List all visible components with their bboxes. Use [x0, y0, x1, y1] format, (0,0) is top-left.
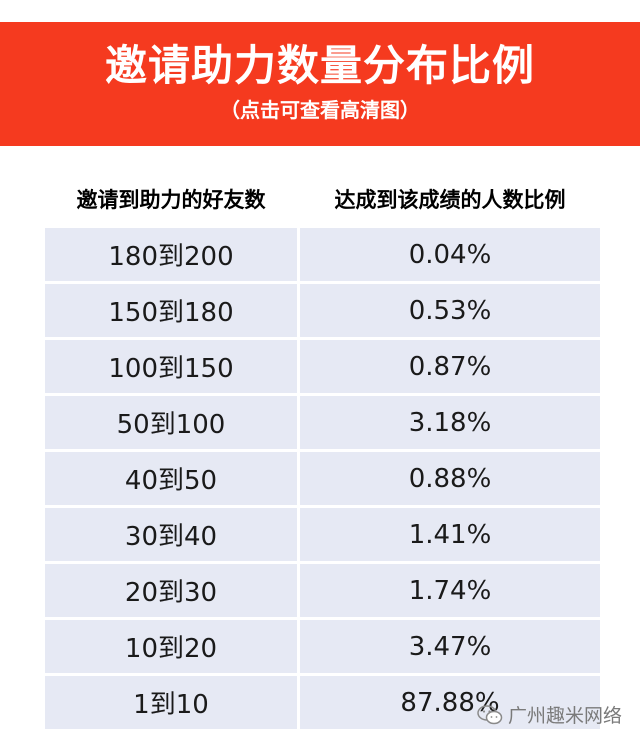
- ratio-cell: 87.88%: [300, 676, 600, 729]
- table-row: 40到50 0.88%: [45, 452, 600, 505]
- friends-range-cell: 20到30: [45, 564, 297, 617]
- table-row: 20到30 1.74%: [45, 564, 600, 617]
- table-row: 1到10 87.88%: [45, 676, 600, 729]
- friends-range-cell: 10到20: [45, 620, 297, 673]
- friends-range-cell: 100到150: [45, 340, 297, 393]
- table-row: 100到150 0.87%: [45, 340, 600, 393]
- friends-range-cell: 150到180: [45, 284, 297, 337]
- ratio-cell: 1.41%: [300, 508, 600, 561]
- table-row: 150到180 0.53%: [45, 284, 600, 337]
- page-subtitle: （点击可查看高清图）: [220, 98, 420, 122]
- ratio-cell: 3.47%: [300, 620, 600, 673]
- header-friends-count: 邀请到助力的好友数: [45, 173, 297, 225]
- title-banner: 邀请助力数量分布比例 （点击可查看高清图）: [0, 22, 640, 146]
- distribution-table: 邀请到助力的好友数 达成到该成绩的人数比例 180到200 0.04% 150到…: [42, 170, 603, 732]
- page-title: 邀请助力数量分布比例: [104, 41, 535, 90]
- table-row: 50到100 3.18%: [45, 396, 600, 449]
- header-user-ratio: 达成到该成绩的人数比例: [300, 173, 600, 225]
- wechat-icon: [477, 704, 503, 724]
- ratio-cell: 0.88%: [300, 452, 600, 505]
- table-row: 180到200 0.04%: [45, 228, 600, 281]
- ratio-cell: 1.74%: [300, 564, 600, 617]
- table-row: 30到40 1.41%: [45, 508, 600, 561]
- ratio-cell: 0.53%: [300, 284, 600, 337]
- ratio-cell: 3.18%: [300, 396, 600, 449]
- friends-range-cell: 40到50: [45, 452, 297, 505]
- friends-range-cell: 180到200: [45, 228, 297, 281]
- friends-range-cell: 50到100: [45, 396, 297, 449]
- ratio-cell: 0.87%: [300, 340, 600, 393]
- watermark: 广州趣米网络: [477, 701, 622, 728]
- table-row: 10到20 3.47%: [45, 620, 600, 673]
- table-header-row: 邀请到助力的好友数 达成到该成绩的人数比例: [45, 173, 600, 225]
- watermark-text: 广州趣米网络: [507, 705, 622, 727]
- friends-range-cell: 1到10: [45, 676, 297, 729]
- ratio-cell: 0.04%: [300, 228, 600, 281]
- friends-range-cell: 30到40: [45, 508, 297, 561]
